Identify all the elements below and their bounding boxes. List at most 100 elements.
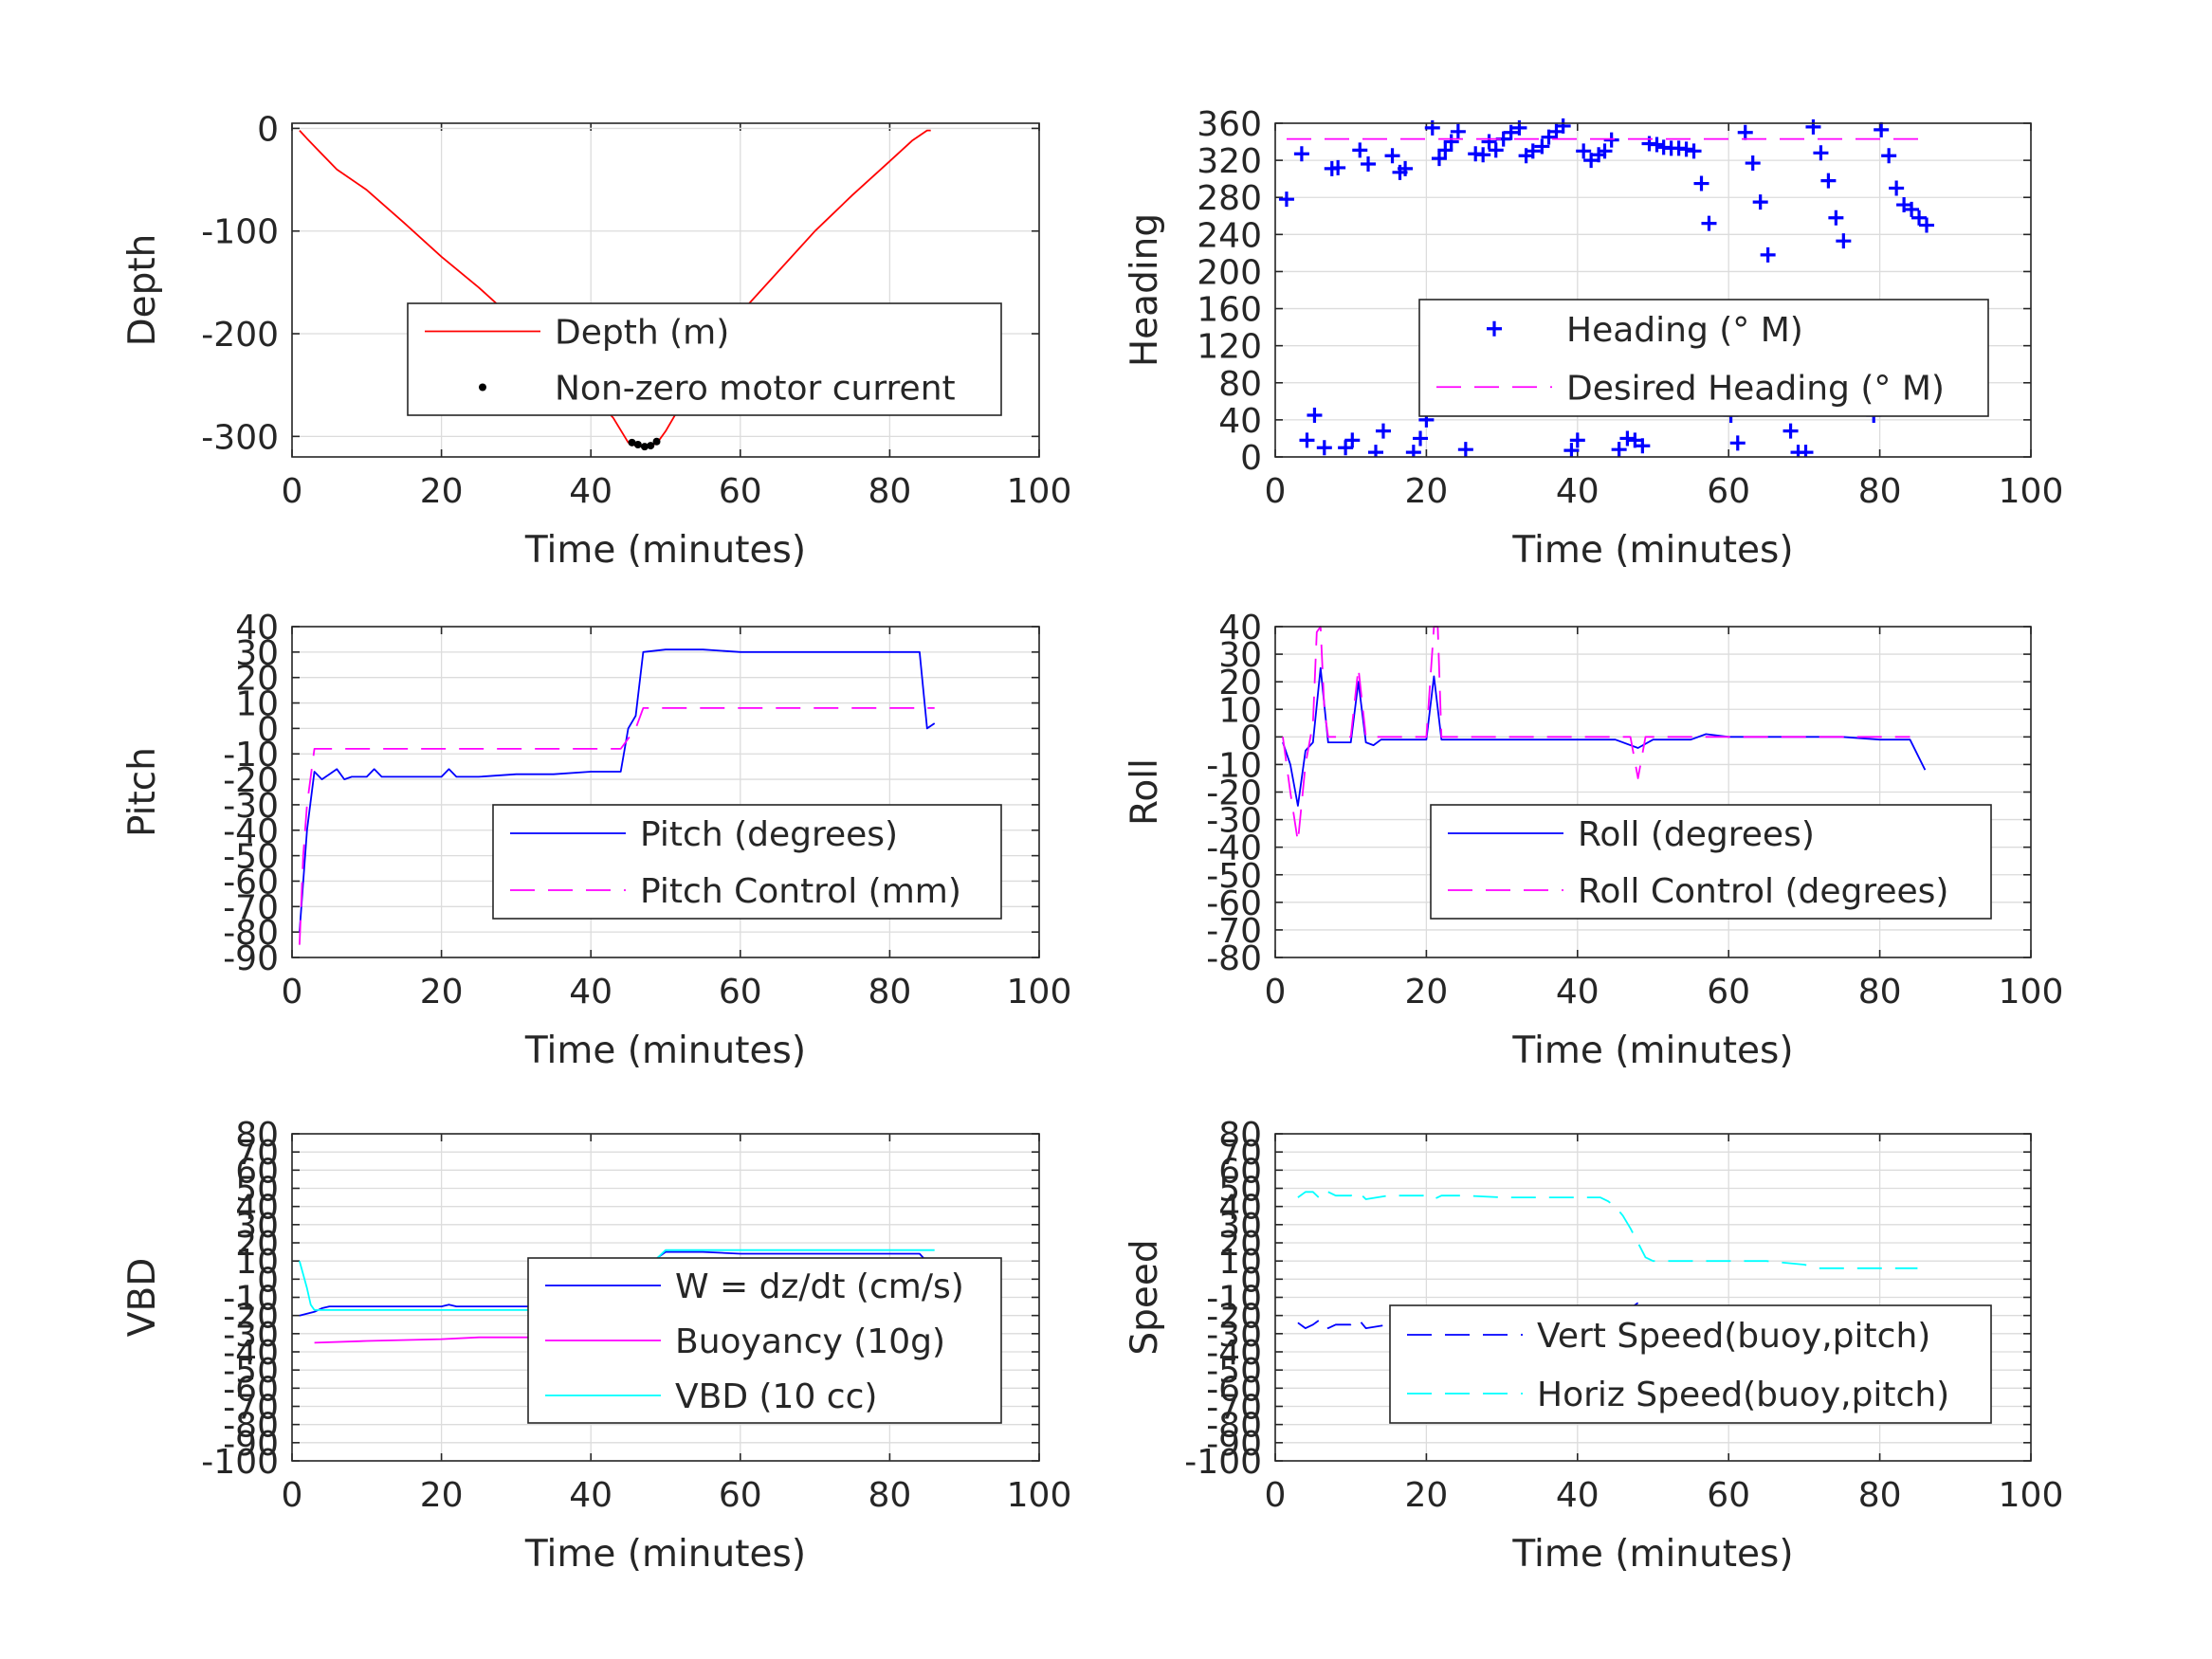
y-tick-label: -80 [1206, 939, 1262, 978]
x-tick-label: 0 [1265, 1476, 1287, 1515]
y-tick-label: -80 [223, 1407, 279, 1446]
chart-4: 0 20 40 60 80 100403020100-10-20-30-40-50-60-… [1124, 609, 2063, 1072]
series-heading-m-point [1619, 430, 1636, 447]
series-heading-m-point [1563, 443, 1580, 457]
y-tick-label: -20 [223, 761, 279, 800]
y-tick-label: 20 [235, 1225, 279, 1264]
y-tick-label: 40 [1218, 402, 1262, 441]
x-tick-label: 40 [1556, 973, 1600, 1012]
y-tick-label: -60 [223, 863, 279, 902]
series-heading-m-point [1316, 440, 1332, 456]
x-tick-label: 0 [1265, 973, 1287, 1012]
y-tick-label: 80 [235, 1116, 279, 1155]
series-heading-m-point [1904, 201, 1920, 217]
y-tick-label: -200 [201, 316, 279, 355]
y-tick-label: -20 [1206, 775, 1262, 813]
series-heading-m-point [1398, 160, 1414, 176]
y-tick-label: -90 [1206, 1425, 1262, 1464]
y-tick-label: 0 [257, 110, 279, 149]
series-non-zero-motor-current-point [640, 443, 649, 451]
x-tick-label: 20 [1404, 1476, 1448, 1515]
y-tick-label: -30 [223, 787, 279, 826]
y-axis-label: VBD [121, 1258, 164, 1337]
series-non-zero-motor-current-point [633, 441, 642, 449]
y-tick-label: 30 [1218, 636, 1262, 675]
series-heading-m-point [1488, 142, 1504, 158]
series-heading-m-point [1338, 440, 1354, 456]
y-tick-label: 50 [235, 1171, 279, 1210]
x-tick-label: 80 [1858, 472, 1902, 511]
y-tick-label: -70 [1206, 912, 1262, 951]
y-tick-label: 50 [1218, 1171, 1262, 1210]
legend-label: Vert Speed(buoy,pitch) [1537, 1317, 1930, 1356]
plot-area [299, 129, 931, 451]
legend-label: VBD (10 cc) [675, 1377, 877, 1416]
series-heading-m-point [1481, 134, 1497, 150]
x-tick-label: 100 [1007, 973, 1072, 1012]
y-tick-label: -10 [1206, 1280, 1262, 1319]
x-tick-label: 20 [420, 472, 464, 511]
x-tick-label: 60 [719, 1476, 762, 1515]
y-tick-label: 10 [235, 1243, 279, 1282]
y-tick-label: -100 [201, 213, 279, 252]
y-tick-label: 10 [1218, 691, 1262, 730]
series-heading-m-point [1919, 217, 1935, 233]
x-tick-label: 80 [1858, 973, 1902, 1012]
y-tick-label: 160 [1197, 291, 1262, 330]
plot-area [1278, 118, 1935, 457]
series-heading-m-point [1457, 442, 1473, 457]
series-heading-m-point [1597, 143, 1613, 159]
series-heading-m-point [1299, 432, 1315, 448]
y-tick-label: -40 [1206, 830, 1262, 868]
y-tick-label: -90 [223, 939, 279, 978]
legend: Heading (° M) Desired Heading (° M) [1418, 299, 1989, 417]
series-heading-m-point [1450, 123, 1466, 139]
y-tick-label: 10 [1218, 1243, 1262, 1282]
chart-5: 0 20 40 60 80 10080706050403020100-10-20-30-4… [121, 1116, 1071, 1576]
series-heading-m-point [1828, 210, 1844, 226]
series-heading-m-point [1443, 134, 1459, 150]
y-axis-label: Roll [1124, 758, 1166, 826]
axes-box [1274, 626, 2032, 958]
y-tick-label: -50 [1206, 857, 1262, 896]
x-tick-label: 20 [420, 973, 464, 1012]
x-tick-label: 40 [569, 973, 612, 1012]
legend-label: Buoyancy (10g) [675, 1322, 945, 1361]
y-tick-label: -100 [1184, 1443, 1262, 1482]
legend-label: W = dz/dt (cm/s) [675, 1267, 964, 1306]
legend-label: Horiz Speed(buoy,pitch) [1537, 1376, 1949, 1414]
series-pitch-degrees-line [299, 648, 936, 933]
series-heading-m-point [1889, 180, 1905, 196]
x-tick-label: 80 [1858, 1476, 1902, 1515]
y-tick-label: 30 [235, 634, 279, 673]
chart-6: 0 20 40 60 80 10080706050403020100-10-20-30-4… [1124, 1116, 2063, 1576]
chart-1: 0 20 40 60 80 100 0 -100 -200 -300 Time (minutes) D… [121, 110, 1071, 572]
series-heading-m-point [1352, 142, 1368, 158]
series-heading-m-point [1555, 118, 1571, 134]
series-heading-m-point [1330, 159, 1346, 175]
y-tick-label: -10 [1206, 746, 1262, 785]
y-tick-label: 30 [235, 1207, 279, 1246]
legend: Roll (degrees) Roll Control (degrees) [1430, 804, 1992, 920]
y-tick-label: -40 [223, 1334, 279, 1373]
legend-box [1430, 804, 1992, 920]
x-tick-label: 0 [1265, 472, 1287, 511]
y-tick-label: 40 [235, 609, 279, 647]
chart-3: 0 20 40 60 80 100403020100-10-20-30-40-50-60-… [121, 609, 1071, 1072]
y-tick-label: 40 [1218, 609, 1262, 647]
legend: Pitch (degrees) Pitch Control (mm) [492, 804, 1002, 920]
y-axis-label: Depth [121, 234, 164, 347]
series-heading-m-point [1307, 408, 1323, 423]
x-axis-label: Time (minutes) [524, 1030, 806, 1072]
x-tick-label: 40 [569, 1476, 612, 1515]
legend-label: Depth (m) [555, 314, 729, 353]
series-heading-m-point [1678, 141, 1694, 157]
x-tick-label: 100 [1999, 973, 2064, 1012]
series-heading-m-point [1798, 445, 1814, 457]
y-tick-label: -90 [223, 1425, 279, 1464]
series-heading-m-point [1293, 146, 1309, 162]
y-tick-label: 0 [257, 710, 279, 749]
x-tick-label: 80 [868, 472, 911, 511]
y-tick-label: 20 [1218, 664, 1262, 702]
